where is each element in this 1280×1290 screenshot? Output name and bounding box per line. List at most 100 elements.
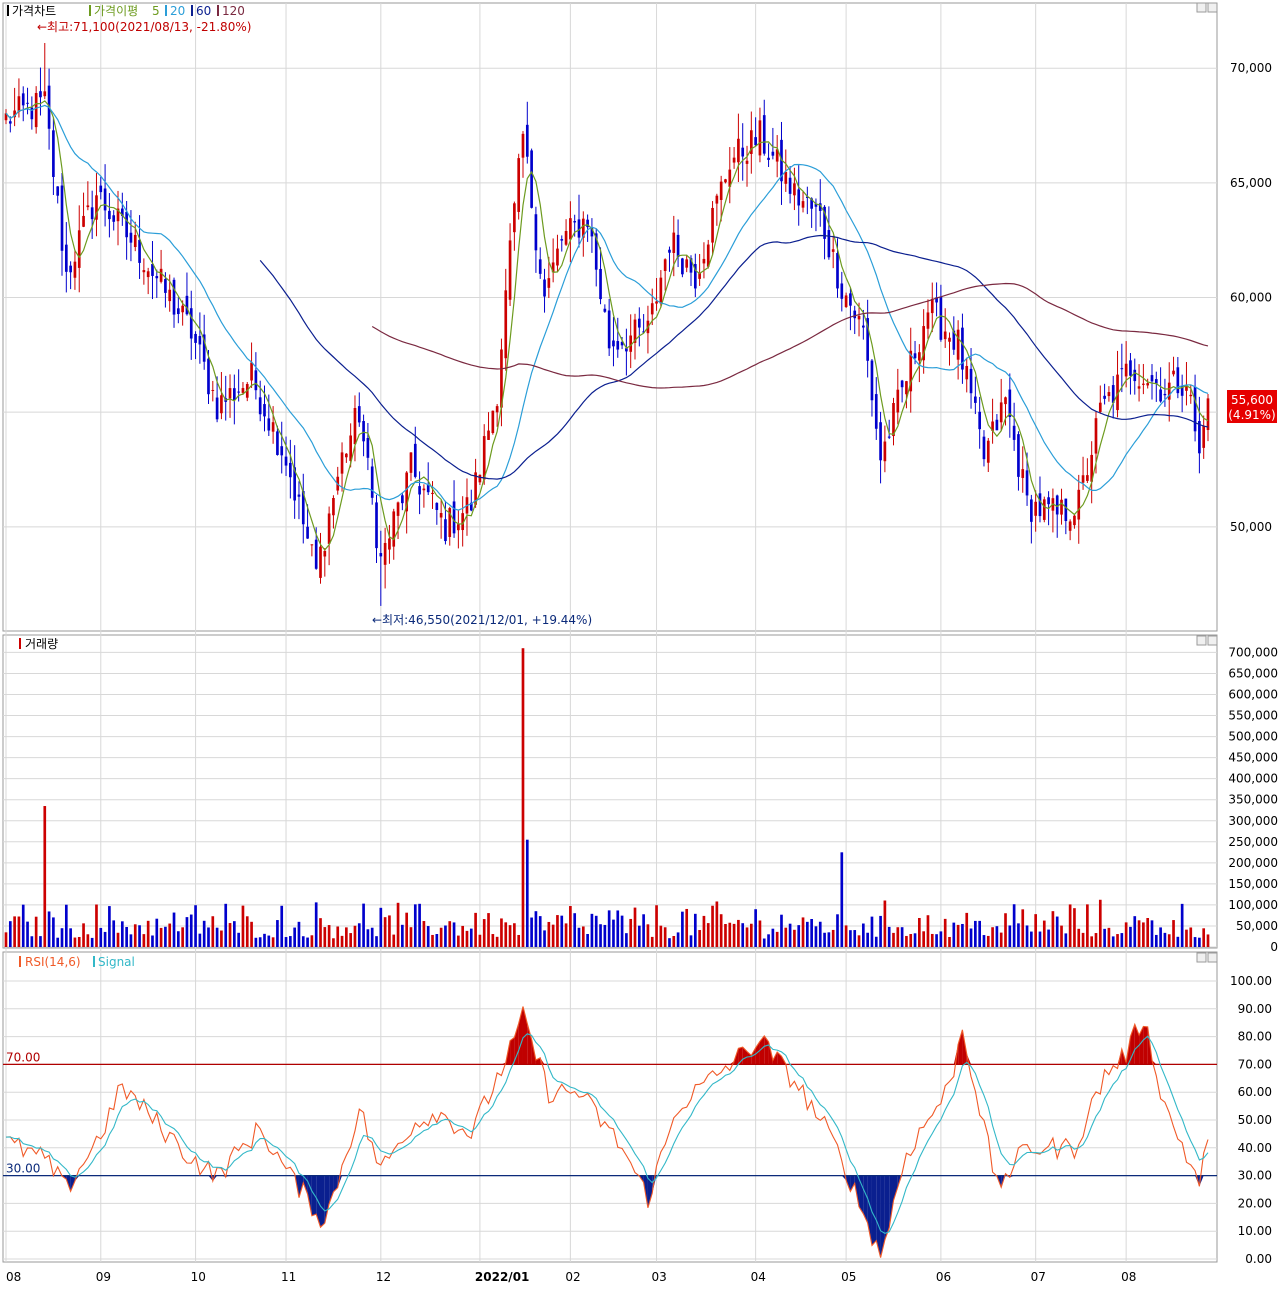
volume-tick-label: 50,000 [1236, 919, 1278, 933]
candle-body [1129, 360, 1132, 375]
candle-body [884, 442, 887, 462]
candle-body [74, 262, 77, 278]
volume-bar [311, 935, 314, 947]
candle-body [435, 503, 438, 510]
volume-bar [608, 910, 611, 947]
candle-body [280, 446, 283, 455]
candle-body [1064, 499, 1067, 521]
volume-tick-label: 250,000 [1228, 835, 1278, 849]
rsi-zone-fills [49, 1006, 1204, 1257]
rsi-panel [3, 952, 1217, 1262]
volume-bar [733, 924, 736, 947]
ma60-line [260, 236, 1208, 480]
volume-bar [862, 924, 865, 947]
volume-panel-controls[interactable] [1197, 636, 1217, 645]
candle-body [1026, 470, 1029, 495]
candle-body [1151, 375, 1154, 381]
candle-body [1133, 370, 1136, 381]
candle-body [82, 216, 85, 227]
volume-bar [1177, 937, 1180, 947]
volume-bar [918, 918, 921, 947]
volume-bar [1129, 927, 1132, 947]
rsi-panel-controls[interactable] [1197, 953, 1217, 962]
candle-body [1142, 384, 1145, 385]
volume-bar [823, 933, 826, 947]
maximize-icon[interactable] [1208, 953, 1217, 962]
volume-bar [642, 914, 645, 947]
candle-body [306, 527, 309, 539]
volume-bar [371, 928, 374, 947]
volume-bar [772, 929, 775, 947]
volume-bar [435, 934, 438, 947]
candle-body [901, 381, 904, 388]
minimize-icon[interactable] [1197, 3, 1206, 12]
volume-bar [306, 938, 309, 947]
volume-bar [746, 927, 749, 947]
candle-body [155, 276, 158, 278]
volume-bar [1047, 930, 1050, 947]
rsi-overbought-fill [510, 1037, 514, 1064]
volume-bar [535, 911, 538, 947]
volume-bar [875, 937, 878, 947]
candle-body [207, 359, 210, 395]
volume-bar [884, 901, 887, 947]
volume-bar [5, 932, 8, 947]
volume-bar [190, 915, 193, 947]
volume-bar [970, 928, 973, 947]
volume-bar [207, 927, 210, 947]
volume-bar [797, 925, 800, 947]
candle-body [530, 150, 533, 207]
candle-body [797, 189, 800, 205]
ma5-legend: 5 [152, 4, 160, 18]
candle-body [99, 186, 102, 192]
maximize-icon[interactable] [1208, 636, 1217, 645]
volume-bar [909, 934, 912, 947]
candle-body [879, 422, 882, 460]
volume-bar [621, 916, 624, 947]
volume-bar [319, 918, 322, 947]
price-panel-controls[interactable] [1197, 3, 1217, 12]
volume-bar [509, 925, 512, 947]
month-tick-label: 06 [936, 1270, 951, 1284]
candle-body [311, 544, 314, 545]
maximize-icon[interactable] [1208, 3, 1217, 12]
volume-bar [453, 922, 456, 947]
volume-tick-label: 300,000 [1228, 814, 1278, 828]
volume-bar [647, 924, 650, 947]
volume-bar [181, 927, 184, 947]
price-legend-label: 가격차트 [12, 4, 56, 18]
volume-bar [750, 924, 753, 947]
volume-bar [1021, 909, 1024, 947]
candle-body [573, 221, 576, 222]
volume-bar [789, 924, 792, 947]
price-tick-label: 50,000 [1230, 520, 1272, 534]
volume-bar [957, 925, 960, 947]
candle-body [784, 172, 787, 184]
volume-bar [556, 915, 559, 947]
volume-bar [427, 926, 430, 947]
volume-bar [780, 915, 783, 947]
volume-bar [1017, 923, 1020, 947]
candle-body [754, 137, 757, 145]
candle-body [741, 148, 744, 157]
volume-bar [328, 925, 331, 947]
price-tick-label: 65,000 [1230, 176, 1272, 190]
volume-bar [388, 915, 391, 947]
volume-bar [293, 928, 296, 947]
candle-body [896, 390, 899, 413]
volume-bar [672, 936, 675, 947]
candle-body [522, 134, 525, 158]
candle-body [130, 233, 133, 243]
candle-body [160, 269, 163, 282]
low-annotation: ←최저:46,550(2021/12/01, +19.44%) [372, 613, 592, 627]
candle-body [746, 161, 749, 164]
minimize-icon[interactable] [1197, 636, 1206, 645]
candle-body [940, 296, 943, 339]
volume-bar [543, 930, 546, 947]
candle-body [367, 438, 370, 458]
minimize-icon[interactable] [1197, 953, 1206, 962]
candle-body [789, 178, 792, 194]
volume-bar [354, 926, 357, 947]
volume-bar [22, 905, 25, 947]
